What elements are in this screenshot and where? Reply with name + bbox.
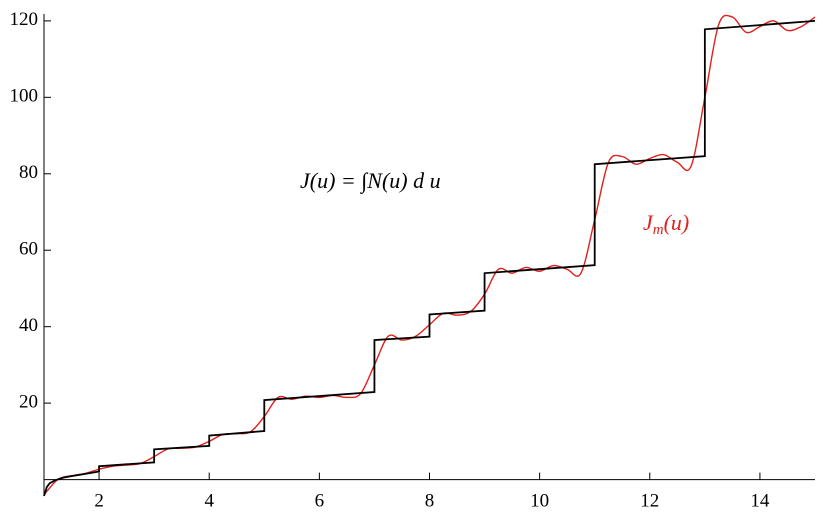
x-tick-label: 4 bbox=[204, 490, 214, 511]
y-tick-label: 60 bbox=[19, 239, 38, 260]
step-curve bbox=[43, 19, 816, 497]
y-tick-label: 20 bbox=[19, 391, 38, 412]
annotation: Jm(u) bbox=[643, 210, 689, 238]
x-tick-label: 8 bbox=[425, 490, 435, 511]
x-tick-label: 2 bbox=[94, 490, 104, 511]
x-tick-label: 14 bbox=[750, 490, 770, 511]
annotation-part: m bbox=[653, 222, 664, 238]
x-tick-label: 12 bbox=[640, 490, 659, 511]
x-tick-label: 10 bbox=[530, 490, 549, 511]
red-curve bbox=[43, 14, 816, 496]
annotation: J(u) = ∫N(u) d u bbox=[300, 168, 441, 194]
annotation-part: J(u) = ∫N(u) d u bbox=[300, 168, 441, 194]
y-tick-label: 120 bbox=[10, 9, 39, 30]
annotation-part: J bbox=[643, 210, 654, 235]
y-tick-label: 40 bbox=[19, 315, 38, 336]
y-tick-label: 80 bbox=[19, 162, 38, 183]
x-tick-label: 6 bbox=[315, 490, 325, 511]
y-tick-label: 100 bbox=[10, 86, 39, 107]
annotation-part: (u) bbox=[664, 210, 690, 235]
